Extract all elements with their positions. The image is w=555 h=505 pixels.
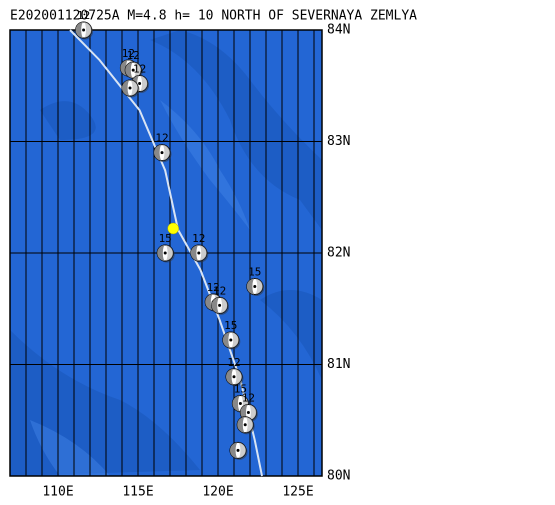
ball-quadrant bbox=[205, 294, 214, 311]
mechanism-label: 12 bbox=[77, 9, 90, 22]
ball-quadrant bbox=[157, 245, 166, 261]
mechanism-label: 12 bbox=[192, 232, 205, 245]
ball-center bbox=[229, 338, 233, 342]
ball-quadrant bbox=[232, 395, 241, 412]
ball-center bbox=[131, 68, 135, 72]
ball-center bbox=[218, 303, 222, 307]
ball-center bbox=[236, 448, 240, 452]
ball-quadrant bbox=[230, 442, 238, 459]
y-tick-label: 80N bbox=[327, 469, 350, 484]
ball-quadrant bbox=[154, 144, 162, 161]
ball-quadrant bbox=[211, 297, 220, 314]
ball-quadrant bbox=[125, 62, 134, 79]
ball-quadrant bbox=[120, 59, 129, 76]
ball-quadrant bbox=[219, 297, 228, 314]
shallow-area bbox=[30, 100, 250, 476]
x-tick-label: 110E bbox=[42, 485, 73, 500]
ball-quadrant bbox=[254, 278, 263, 295]
ball-quadrant bbox=[240, 404, 249, 421]
focal-mechanism bbox=[229, 441, 248, 460]
ball-center bbox=[163, 251, 167, 255]
ball-quadrant bbox=[198, 245, 207, 261]
ball-quadrant bbox=[237, 416, 246, 433]
focal-mechanism bbox=[236, 416, 255, 435]
focal-mechanism bbox=[225, 368, 244, 387]
ball-center bbox=[197, 251, 201, 255]
map-frame bbox=[9, 29, 323, 477]
ball-quadrant bbox=[83, 22, 92, 38]
ball-quadrant bbox=[162, 144, 170, 161]
ball-quadrant bbox=[238, 442, 246, 459]
x-tick-label: 115E bbox=[122, 485, 153, 500]
mechanism-label: 12 bbox=[242, 391, 255, 404]
ball-quadrant bbox=[75, 22, 84, 38]
mechanism-label: 12 bbox=[133, 63, 146, 76]
ball-quadrant bbox=[122, 79, 130, 96]
y-tick-label: 81N bbox=[327, 357, 350, 372]
ball-center bbox=[253, 284, 257, 288]
mechanism-label: 15 bbox=[159, 232, 172, 245]
ball-quadrant bbox=[234, 368, 242, 385]
y-tick-label: 84N bbox=[327, 23, 350, 38]
x-tick-label: 125E bbox=[282, 485, 313, 500]
ball-center bbox=[82, 28, 86, 32]
ball-quadrant bbox=[139, 75, 148, 92]
focal-mechanism bbox=[156, 244, 175, 263]
ball-quadrant bbox=[165, 245, 174, 261]
focal-mechanism bbox=[121, 79, 140, 98]
mechanism-label: 15 bbox=[234, 383, 247, 396]
mechanism-label: 12 bbox=[227, 356, 240, 369]
focal-mechanism bbox=[222, 331, 241, 350]
mechanism-label: 12 bbox=[207, 281, 220, 294]
ball-center bbox=[243, 423, 247, 427]
ball-quadrant bbox=[245, 416, 254, 433]
mechanism-label: 12 bbox=[122, 47, 135, 60]
ball-quadrant bbox=[190, 245, 199, 261]
ball-center bbox=[232, 375, 236, 379]
focal-mechanism bbox=[211, 296, 230, 315]
ball-center bbox=[160, 151, 164, 155]
ball-quadrant bbox=[246, 278, 255, 295]
y-tick-label: 83N bbox=[327, 134, 350, 149]
focal-mechanism bbox=[153, 144, 172, 163]
mechanism-label: 15 bbox=[248, 265, 261, 278]
focal-mechanism bbox=[190, 244, 209, 263]
ball-center bbox=[128, 86, 132, 90]
ball-quadrant bbox=[226, 368, 234, 385]
mechanism-label: 15 bbox=[224, 319, 237, 332]
mechanism-label: 12 bbox=[127, 49, 140, 62]
ball-center bbox=[238, 402, 242, 406]
ball-center bbox=[246, 410, 250, 414]
focal-mechanism bbox=[246, 277, 265, 296]
x-tick-label: 120E bbox=[202, 485, 233, 500]
map-title: E202001120725A M=4.8 h= 10 NORTH OF SEVE… bbox=[10, 9, 417, 24]
ball-quadrant bbox=[222, 331, 231, 348]
focal-mechanism bbox=[75, 21, 94, 40]
y-tick-label: 82N bbox=[327, 246, 350, 261]
ball-center bbox=[138, 82, 142, 86]
mechanism-label: 12 bbox=[155, 132, 168, 145]
ball-quadrant bbox=[130, 79, 138, 96]
mechanism-label: 12 bbox=[213, 284, 226, 297]
epicenter bbox=[167, 222, 179, 235]
ball-quadrant bbox=[230, 331, 239, 348]
ball-quadrant bbox=[248, 404, 257, 421]
ball-quadrant bbox=[133, 62, 142, 79]
